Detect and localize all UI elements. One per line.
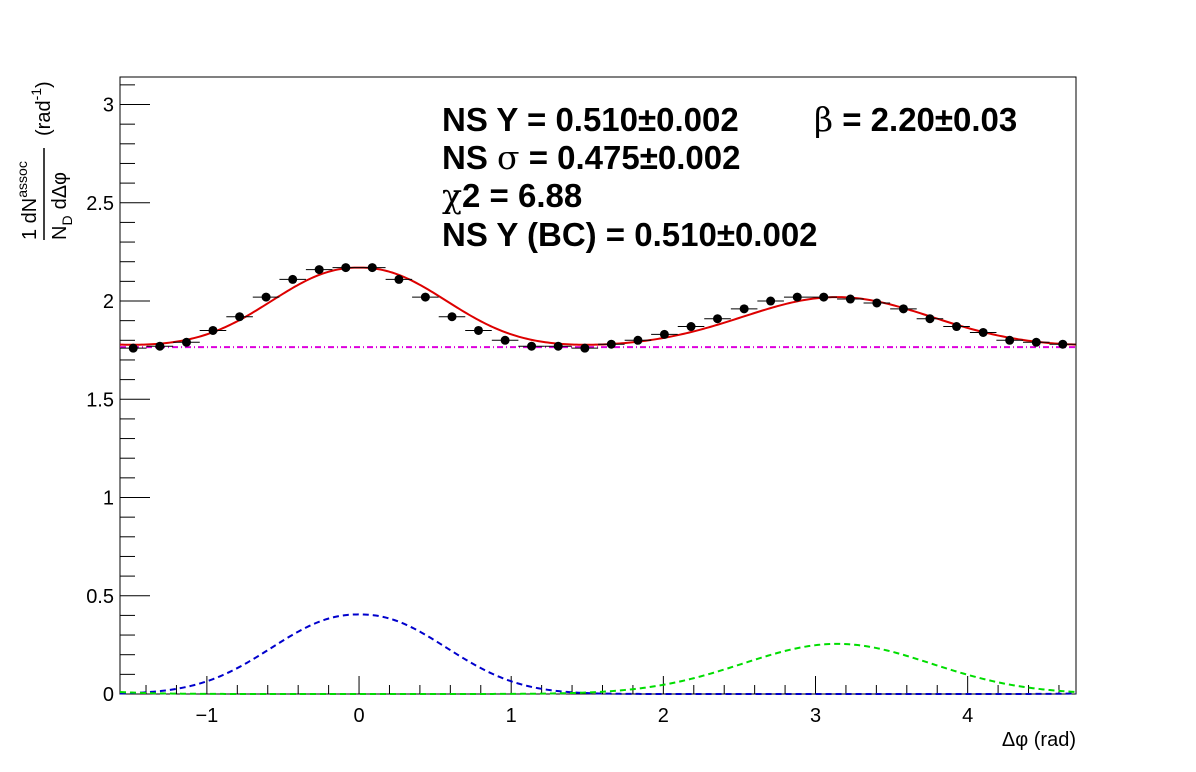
annotation-chi2: χ2 = 6.88 [442, 176, 582, 215]
y-tick-label: 1.5 [86, 389, 114, 411]
y-tick-label: 3 [103, 95, 114, 117]
data-point [1005, 335, 1015, 345]
data-point [766, 296, 776, 306]
x-tick-label: 3 [810, 705, 821, 727]
y-label-numerator: 1 dNassoc [14, 161, 41, 240]
data-point [367, 263, 377, 273]
data-point [473, 325, 483, 335]
total-fit-curve [119, 266, 1077, 346]
x-tick-label: −1 [195, 705, 218, 727]
data-point [686, 322, 696, 332]
x-tick-label: 2 [658, 705, 669, 727]
x-axis-label: Δφ (rad) [1002, 729, 1076, 751]
y-axis-label: 1 dNassoc NDdΔφ (rad-1) [14, 81, 75, 240]
x-tick-label: 0 [353, 705, 364, 727]
data-point [819, 292, 829, 302]
annotation-beta: β = 2.20±0.03 [814, 100, 1017, 139]
y-tick-label: 0.5 [86, 586, 114, 608]
x-tick-labels: −1 0 1 2 3 4 [195, 705, 973, 727]
data-point [792, 292, 802, 302]
data-point [181, 337, 191, 347]
data-point [845, 294, 855, 304]
y-tick-label: 1 [103, 488, 114, 510]
y-tick-labels: 0 0.5 1 1.5 2 2.5 3 [86, 95, 114, 706]
annotation-ns-yield-bc: NS Y (BC) = 0.510±0.002 [442, 216, 818, 253]
data-point [314, 265, 324, 275]
plot-area [119, 263, 1077, 695]
data-point [925, 314, 935, 324]
y-tick-label: 0 [103, 684, 114, 706]
data-point [898, 304, 908, 314]
data-point [872, 298, 882, 308]
data-point [739, 304, 749, 314]
near-side-curve [119, 613, 1077, 695]
y-tick-label: 2 [103, 291, 114, 313]
data-point [713, 314, 723, 324]
data-point [500, 335, 510, 345]
data-point [1058, 339, 1068, 349]
data-point [341, 263, 351, 273]
data-point [659, 329, 669, 339]
data-point [235, 312, 245, 322]
data-point [553, 341, 563, 351]
y-label-unit: (rad-1) [28, 81, 55, 136]
data-point [394, 274, 404, 284]
data-point [261, 292, 271, 302]
data-point [420, 292, 430, 302]
data-point [447, 312, 457, 322]
data-point [128, 343, 138, 353]
data-point [1031, 337, 1041, 347]
data-point [208, 325, 218, 335]
y-tick-label: 2.5 [86, 193, 114, 215]
data-point [155, 341, 165, 351]
x-tick-label: 1 [506, 705, 517, 727]
data-point [527, 341, 537, 351]
data-point [952, 322, 962, 332]
y-label-denominator: NDdΔφ [49, 172, 75, 240]
annotation-ns-sigma: NS σ = 0.475±0.002 [442, 138, 740, 177]
annotation-ns-yield: NS Y = 0.510±0.002 [442, 101, 739, 138]
x-tick-label: 4 [962, 705, 973, 727]
data-point [606, 339, 616, 349]
away-side-curve [119, 642, 1077, 695]
data-point [633, 335, 643, 345]
data-point [580, 343, 590, 353]
data-points [120, 263, 1076, 353]
axis-ticks [120, 84, 1060, 695]
data-point [288, 274, 298, 284]
data-point [978, 327, 988, 337]
